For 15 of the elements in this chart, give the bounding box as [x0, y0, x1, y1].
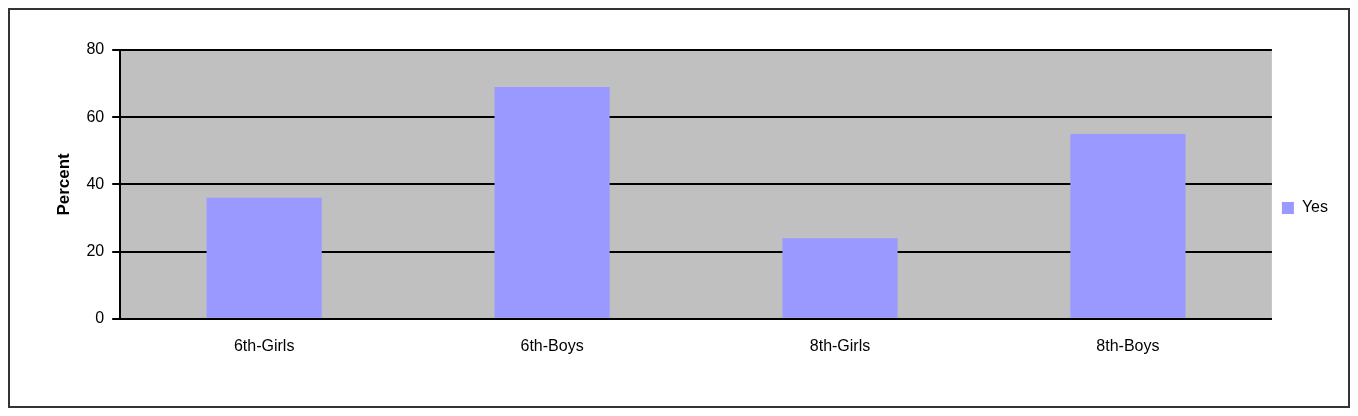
bar	[494, 86, 610, 318]
bar	[206, 197, 322, 318]
x-tick-label: 6th-Girls	[233, 336, 295, 354]
x-tick-label: 8th-Girls	[809, 336, 871, 354]
y-tick-label: 0	[95, 309, 105, 327]
y-tick-label: 40	[86, 174, 105, 192]
legend-label: Yes	[1301, 198, 1329, 216]
y-axis-title: Percent	[53, 152, 73, 216]
bar	[782, 238, 898, 318]
x-tick-label: 6th-Boys	[520, 336, 584, 354]
x-tick-label: 8th-Boys	[1096, 336, 1160, 354]
bar	[1070, 134, 1186, 318]
y-tick-label: 20	[86, 242, 105, 260]
y-tick-label: 60	[86, 107, 105, 125]
y-tick-label: 80	[86, 40, 105, 58]
